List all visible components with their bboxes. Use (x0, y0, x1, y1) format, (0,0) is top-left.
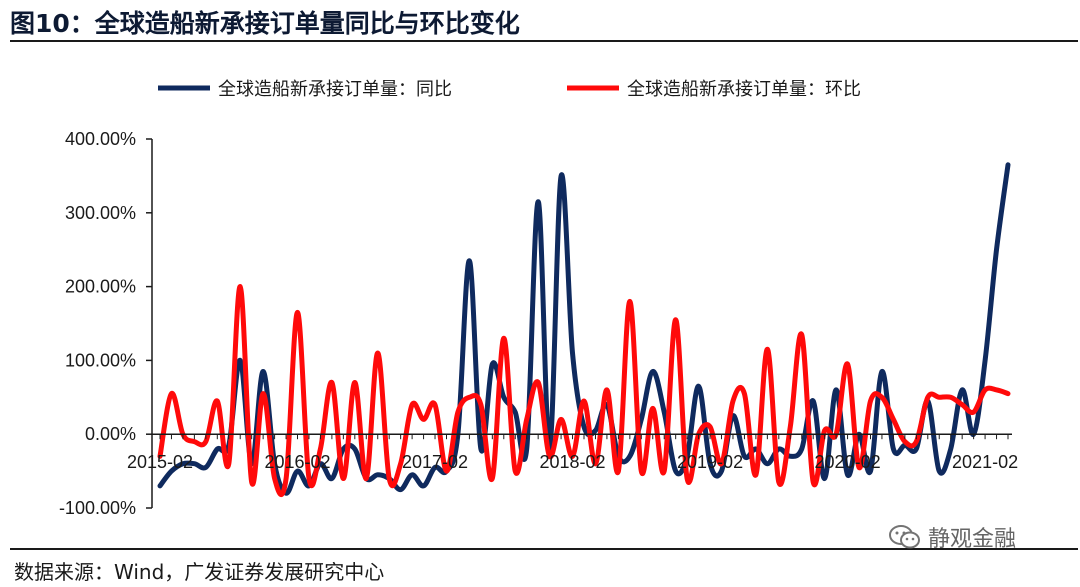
y-tick-label: 100.00% (65, 350, 136, 370)
y-tick-label: 400.00% (65, 129, 136, 149)
x-tick-label: 2015-02 (127, 452, 193, 472)
y-tick-label: 300.00% (65, 203, 136, 223)
figure-title: 图10：全球造船新承接订单量同比与环比变化 (10, 9, 520, 38)
source-divider (10, 548, 1078, 550)
legend: 全球造船新承接订单量：同比 全球造船新承接订单量：环比 (158, 79, 861, 100)
legend-label-mom: 全球造船新承接订单量：环比 (627, 79, 861, 100)
x-tick-label: 2020-02 (815, 452, 881, 472)
x-tick-label: 2017-02 (402, 452, 468, 472)
wechat-icon (889, 525, 920, 549)
watermark-text: 静观金融 (928, 527, 1017, 552)
x-tick-label: 2019-02 (677, 452, 743, 472)
y-tick-label: -100.00% (59, 498, 136, 518)
watermark: 静观金融 (888, 522, 1058, 552)
x-axis: 2015-02 2016-02 2017-02 2018-02 2019-02 2020-… (127, 433, 1018, 472)
legend-label-yoy: 全球造船新承接订单量：同比 (218, 79, 452, 100)
line-chart: 全球造船新承接订单量：同比 全球造船新承接订单量：环比 -100.00% 0.00%… (59, 79, 1018, 518)
y-axis: -100.00% 0.00% 100.00% 200.00% 300.00% 400.00… (59, 129, 153, 518)
source-note: 数据来源：Wind，广发证券发展研究中心 (14, 560, 385, 584)
series-group (157, 162, 1011, 497)
title-divider (10, 40, 1078, 42)
y-tick-label: 0.00% (85, 424, 136, 444)
series-line-mom (157, 284, 1011, 497)
x-tick-label: 2016-02 (264, 452, 330, 472)
x-tick-label: 2021-02 (952, 452, 1018, 472)
y-tick-label: 200.00% (65, 277, 136, 297)
x-tick-label: 2018-02 (540, 452, 606, 472)
